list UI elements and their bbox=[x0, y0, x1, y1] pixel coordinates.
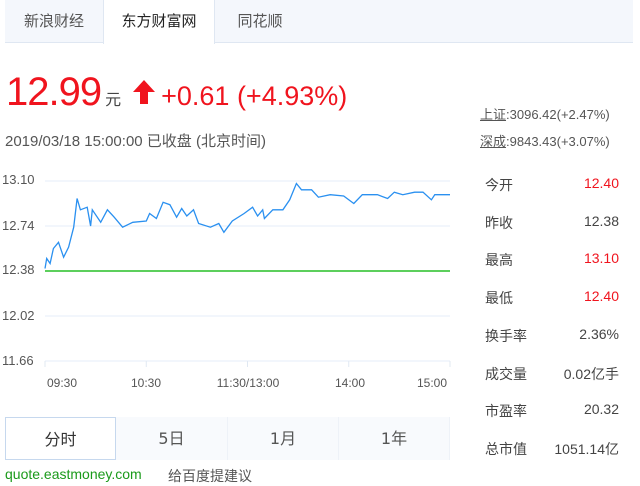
price-line bbox=[44, 182, 450, 269]
y-tick-label: 13.10 bbox=[2, 172, 35, 187]
x-tick-label: 09:30 bbox=[46, 376, 78, 390]
stat-label: 成交量 bbox=[485, 365, 527, 382]
tab-sina[interactable]: 新浪财经 bbox=[23, 12, 84, 30]
stat-row: 昨收 12.38 bbox=[485, 213, 619, 233]
period-5d-button[interactable]: 5日 bbox=[116, 417, 228, 460]
period-intraday-button[interactable]: 分时 bbox=[5, 417, 116, 460]
index-shanghai: 上证:3096.42(+2.47%) bbox=[480, 104, 610, 123]
stat-value: 2.36% bbox=[579, 325, 619, 342]
index-shanghai-link[interactable]: 上证 bbox=[480, 107, 507, 122]
quote-row: 12.99 元 +0.61 (+4.93%) bbox=[6, 68, 347, 116]
stat-row: 总市值 1051.14亿 bbox=[485, 439, 619, 459]
stat-value: 13.10 bbox=[583, 250, 619, 267]
stat-label: 今开 bbox=[485, 177, 513, 193]
x-tick-label: 14:00 bbox=[334, 376, 366, 390]
stat-row: 最低 12.40 bbox=[485, 288, 619, 308]
stat-value: 12.38 bbox=[583, 212, 619, 229]
index-shenzhen: 深成:9843.43(+3.07%) bbox=[480, 131, 610, 150]
index-shanghai-value: :3096.42(+2.47%) bbox=[506, 107, 610, 122]
period-1y-button[interactable]: 1年 bbox=[339, 417, 450, 460]
source-url[interactable]: quote.eastmoney.com bbox=[5, 466, 142, 482]
stat-value: 12.40 bbox=[583, 288, 619, 305]
stat-label: 昨收 bbox=[485, 214, 513, 231]
stat-row: 换手率 2.36% bbox=[485, 326, 619, 346]
stat-row: 市盈率 20.32 bbox=[485, 401, 619, 421]
source-tabs: 新浪财经 东方财富网 同花顺 bbox=[5, 0, 633, 44]
tab-eastmoney[interactable]: 东方财富网 bbox=[103, 0, 215, 44]
x-tick-label: 15:00 bbox=[416, 376, 448, 390]
x-tick-label: 10:30 bbox=[130, 376, 162, 390]
feedback-link[interactable]: 给百度提建议 bbox=[168, 468, 252, 484]
x-tick-label: 11:30/13:00 bbox=[216, 376, 280, 390]
stat-value: 12.40 bbox=[583, 175, 619, 191]
tab-10jqka[interactable]: 同花顺 bbox=[237, 12, 283, 30]
stat-label: 总市值 bbox=[485, 440, 527, 457]
stat-label: 市盈率 bbox=[485, 403, 527, 420]
price-unit: 元 bbox=[105, 90, 122, 109]
stat-value: 1051.14亿 bbox=[554, 440, 619, 457]
quote-datetime: 2019/03/18 15:00:00 已收盘 (北京时间) bbox=[5, 133, 266, 150]
y-tick-label: 12.38 bbox=[2, 262, 35, 277]
index-shenzhen-value: :9843.43(+3.07%) bbox=[506, 134, 610, 149]
stat-label: 最高 bbox=[485, 252, 513, 269]
stat-row: 成交量 0.02亿手 bbox=[485, 364, 619, 384]
stat-value: 20.32 bbox=[583, 401, 619, 418]
index-shenzhen-link[interactable]: 深成 bbox=[480, 134, 507, 149]
stat-label: 最低 bbox=[485, 290, 513, 307]
period-1m-button[interactable]: 1月 bbox=[228, 417, 339, 460]
stat-row: 今开 12.40 bbox=[485, 175, 619, 195]
price-change: +0.61 (+4.93%) bbox=[161, 81, 348, 111]
y-tick-label: 12.74 bbox=[2, 218, 35, 233]
y-tick-label: 11.66 bbox=[2, 353, 34, 368]
stat-row: 最高 13.10 bbox=[485, 250, 619, 270]
up-arrow-icon bbox=[133, 80, 156, 104]
stat-value: 0.02亿手 bbox=[563, 365, 619, 382]
current-price: 12.99 bbox=[6, 70, 102, 114]
y-tick-label: 12.02 bbox=[2, 308, 35, 323]
stat-label: 换手率 bbox=[485, 327, 527, 344]
